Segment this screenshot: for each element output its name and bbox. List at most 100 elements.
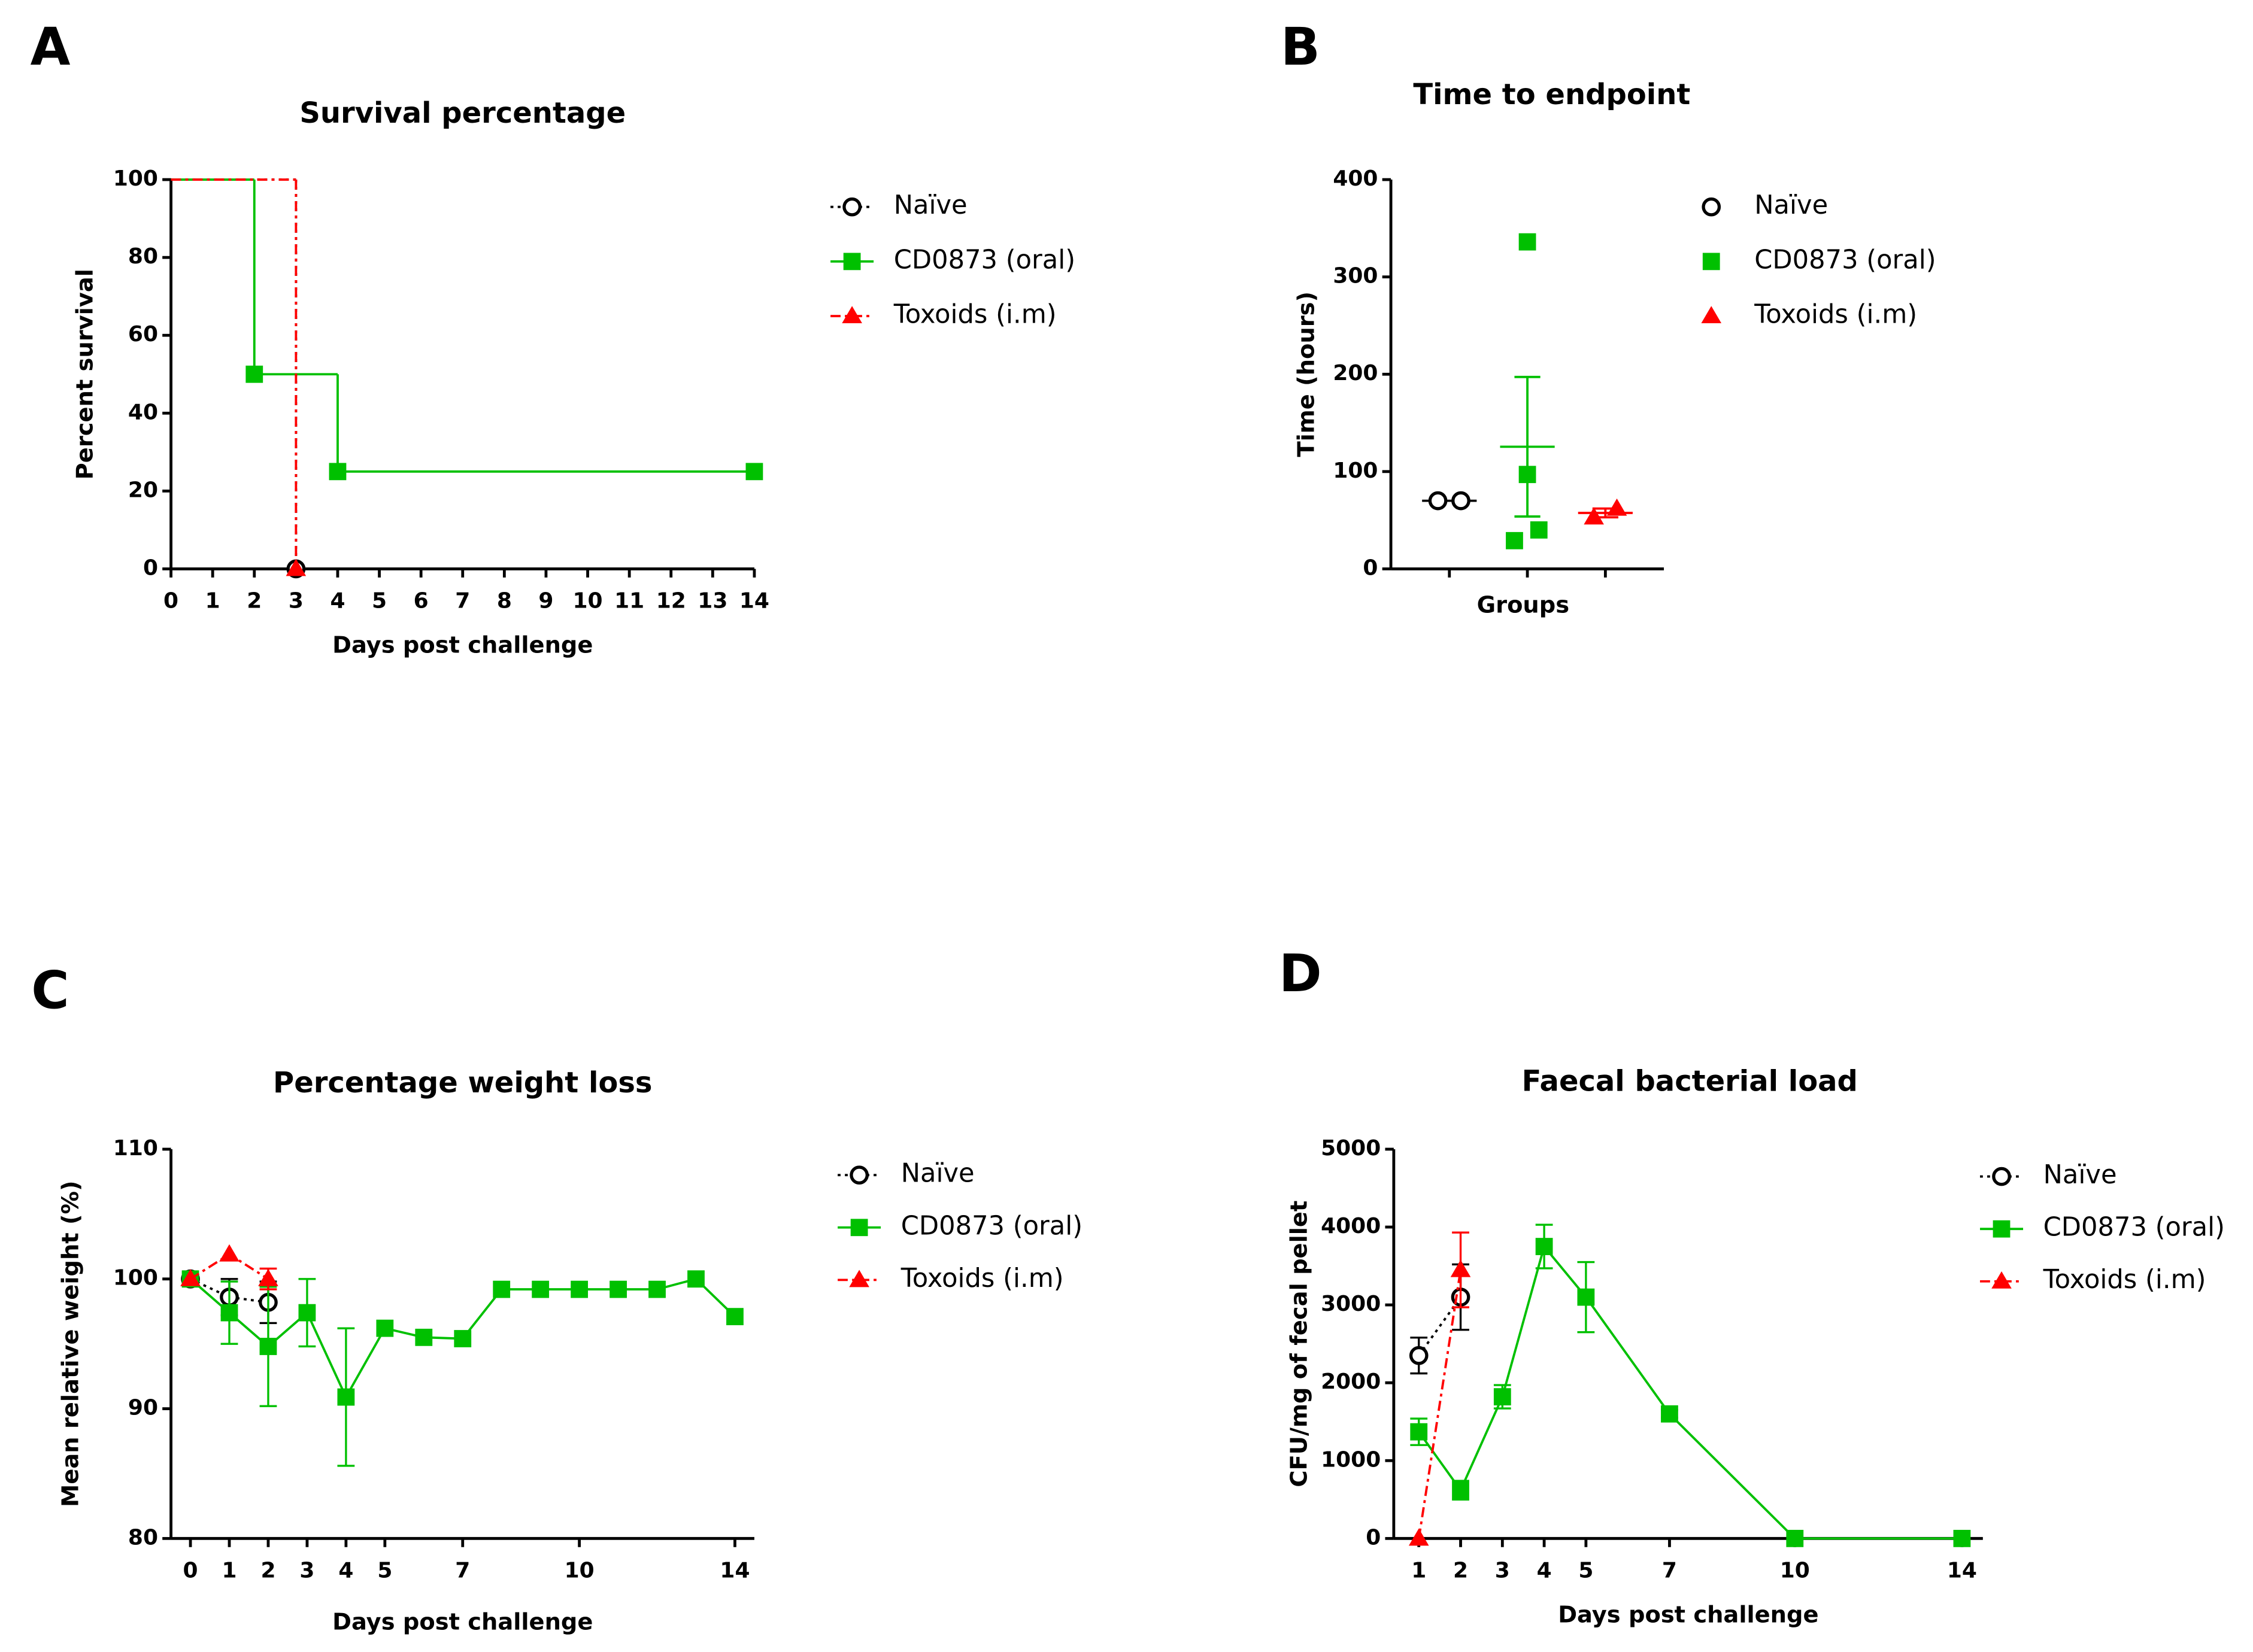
x-tick-label: 1 xyxy=(205,589,220,614)
x-tick-label: 3 xyxy=(1495,1559,1510,1583)
legend-label: CD0873 (oral) xyxy=(894,245,1075,275)
legend-label: Naïve xyxy=(894,190,968,220)
x-tick-label: 2 xyxy=(247,589,262,614)
marker xyxy=(1953,1529,1971,1547)
y-tick-label: 3000 xyxy=(1321,1292,1381,1316)
marker xyxy=(1451,491,1470,511)
y-tick-label: 20 xyxy=(128,478,158,502)
x-tick-label: 5 xyxy=(1578,1559,1593,1583)
y-tick-label: 2000 xyxy=(1321,1369,1381,1394)
marker xyxy=(1493,1388,1511,1406)
marker xyxy=(1518,233,1536,251)
legend-marker xyxy=(849,1270,869,1287)
x-tick-label: 14 xyxy=(739,589,769,614)
x-axis-label: Days post challenge xyxy=(1558,1601,1818,1628)
y-tick-label: 300 xyxy=(1333,264,1378,289)
marker xyxy=(1786,1529,1804,1547)
legend-label: CD0873 (oral) xyxy=(1754,245,1936,275)
legend-label: Toxoids (i.m) xyxy=(900,1264,1064,1293)
marker xyxy=(258,1268,278,1286)
x-tick-label: 5 xyxy=(377,1559,392,1583)
x-tick-label: 10 xyxy=(1780,1559,1810,1583)
y-tick-label: 100 xyxy=(113,1266,158,1290)
chart-title: Faecal bacterial load xyxy=(1522,1065,1858,1098)
marker xyxy=(1408,1528,1429,1546)
marker xyxy=(180,1268,201,1286)
x-tick-label: 7 xyxy=(1662,1559,1677,1583)
legend-marker xyxy=(1701,306,1722,324)
marker xyxy=(220,1304,238,1322)
marker xyxy=(687,1270,705,1288)
x-tick-label: 1 xyxy=(222,1559,236,1583)
legend-label: Naïve xyxy=(2043,1160,2117,1190)
marker xyxy=(376,1319,394,1337)
y-tick-label: 60 xyxy=(128,322,158,347)
x-tick-label: 13 xyxy=(698,589,727,614)
x-axis-label: Days post challenge xyxy=(332,1608,593,1635)
y-tick-label: 4000 xyxy=(1321,1214,1381,1238)
x-tick-label: 8 xyxy=(497,589,512,614)
marker xyxy=(726,1308,744,1326)
legend-marker xyxy=(842,197,862,217)
marker xyxy=(415,1328,433,1346)
x-tick-label: 11 xyxy=(614,589,644,614)
legend-marker xyxy=(1702,197,1721,217)
marker xyxy=(245,365,263,383)
legend-marker xyxy=(850,1165,869,1185)
marker xyxy=(610,1280,627,1298)
panel-label: D xyxy=(1279,944,1322,1004)
x-tick-label: 4 xyxy=(1537,1559,1552,1583)
y-tick-label: 110 xyxy=(113,1136,158,1161)
x-tick-label: 14 xyxy=(720,1559,750,1583)
chart-title: Survival percentage xyxy=(299,96,626,130)
marker xyxy=(532,1280,550,1298)
y-tick-label: 90 xyxy=(128,1396,158,1420)
marker xyxy=(1450,1259,1471,1277)
legend-label: Toxoids (i.m) xyxy=(1754,300,1917,330)
y-axis-label: Percent survival xyxy=(71,269,98,479)
y-axis-label: Mean relative weight (%) xyxy=(57,1180,84,1507)
x-tick-label: 7 xyxy=(455,589,470,614)
y-axis-label: CFU/mg of fecal pellet xyxy=(1285,1201,1312,1487)
y-tick-label: 80 xyxy=(128,1525,158,1550)
marker xyxy=(745,463,763,481)
panel-label: C xyxy=(31,961,69,1021)
legend-marker xyxy=(1991,1271,2012,1289)
x-tick-label: 12 xyxy=(656,589,686,614)
marker xyxy=(1428,491,1448,511)
y-tick-label: 0 xyxy=(1366,1525,1381,1550)
legend-label: Naïve xyxy=(901,1159,975,1189)
y-tick-label: 5000 xyxy=(1321,1136,1381,1161)
chart-title: Time to endpoint xyxy=(1413,78,1690,111)
marker xyxy=(219,1244,239,1262)
y-tick-label: 100 xyxy=(113,166,158,191)
marker xyxy=(1577,1288,1595,1306)
y-tick-label: 200 xyxy=(1333,361,1378,385)
marker xyxy=(1584,507,1604,525)
marker xyxy=(298,1304,316,1322)
legend-marker xyxy=(1992,1167,2011,1186)
marker xyxy=(1506,532,1523,549)
legend-label: CD0873 (oral) xyxy=(2043,1213,2225,1243)
marker xyxy=(1452,1481,1469,1499)
marker xyxy=(329,463,347,481)
x-tick-label: 7 xyxy=(455,1559,470,1583)
marker xyxy=(1409,1346,1429,1365)
marker xyxy=(1530,521,1548,539)
legend-marker xyxy=(850,1219,868,1237)
legend-label: Toxoids (i.m) xyxy=(893,300,1057,330)
series-line xyxy=(1418,1296,1462,1356)
x-tick-label: 4 xyxy=(330,589,345,614)
y-tick-label: 100 xyxy=(1333,458,1378,483)
marker xyxy=(1606,498,1627,516)
legend-marker xyxy=(1993,1220,2011,1238)
x-tick-label: 1 xyxy=(1411,1559,1426,1583)
x-tick-label: 5 xyxy=(372,589,387,614)
marker xyxy=(1410,1423,1428,1441)
marker xyxy=(454,1330,472,1347)
panel-label: B xyxy=(1281,17,1320,77)
panel-label: A xyxy=(31,17,71,77)
chart-title: Percentage weight loss xyxy=(273,1066,652,1100)
x-tick-label: 0 xyxy=(183,1559,198,1583)
